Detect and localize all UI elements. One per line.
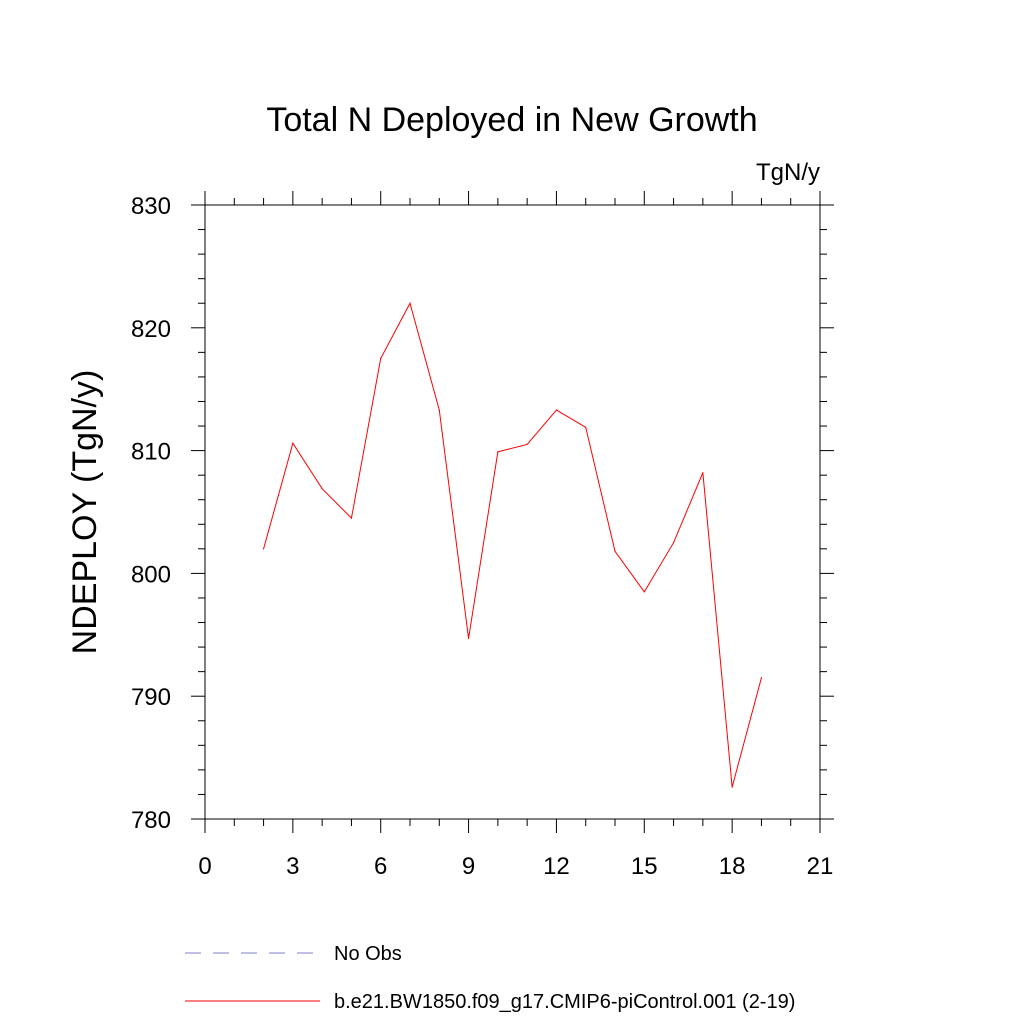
- data-point: [380, 357, 382, 360]
- data-point: [350, 517, 353, 519]
- data-point: [467, 637, 470, 640]
- data-point: [526, 443, 528, 446]
- x-tick-label: 9: [462, 853, 475, 880]
- legend-label-no-obs: No Obs: [334, 943, 402, 965]
- plot-frame: [204, 204, 821, 820]
- x-tick-label: 12: [543, 853, 570, 880]
- chart-title: Total N Deployed in New Growth: [266, 101, 757, 139]
- data-point: [292, 442, 294, 444]
- y-tick-label: 780: [131, 807, 171, 834]
- series-layer: [262, 301, 763, 788]
- data-point: [614, 550, 616, 552]
- x-tick-label: 15: [631, 853, 658, 880]
- data-point: [702, 472, 704, 474]
- x-tick-label: 6: [374, 853, 387, 880]
- data-point: [585, 426, 587, 428]
- axes: 0 3 6 9 12 15 18 21 780 790 800 810 820 830: [131, 191, 834, 880]
- data-point: [731, 786, 733, 788]
- data-point: [321, 488, 323, 490]
- y-tick-label: 820: [131, 316, 171, 343]
- y-tick-label: 830: [131, 193, 171, 220]
- y-tick-label: 800: [131, 561, 171, 588]
- x-tick-label: 3: [286, 853, 299, 880]
- data-point: [438, 409, 440, 411]
- x-tick-label: 18: [719, 853, 746, 880]
- data-point: [643, 591, 645, 593]
- data-point: [262, 548, 265, 550]
- data-point: [555, 409, 558, 411]
- data-point: [760, 677, 763, 679]
- x-tick-label: 21: [807, 853, 834, 880]
- legend: No Obs b.e21.BW1850.f09_g17.CMIP6-piCont…: [185, 943, 795, 1013]
- y-tick-label: 790: [131, 684, 171, 711]
- x-tick-label: 0: [198, 853, 211, 880]
- data-point: [409, 302, 411, 304]
- data-point: [497, 451, 499, 453]
- series-line-0: [263, 301, 762, 788]
- legend-label-control: b.e21.BW1850.f09_g17.CMIP6-piControl.001…: [334, 991, 795, 1013]
- y-axis-label: NDEPLOY (TgN/y): [66, 370, 104, 655]
- units-label: TgN/y: [756, 159, 820, 186]
- y-tick-label: 810: [131, 439, 171, 466]
- data-point: [672, 542, 675, 544]
